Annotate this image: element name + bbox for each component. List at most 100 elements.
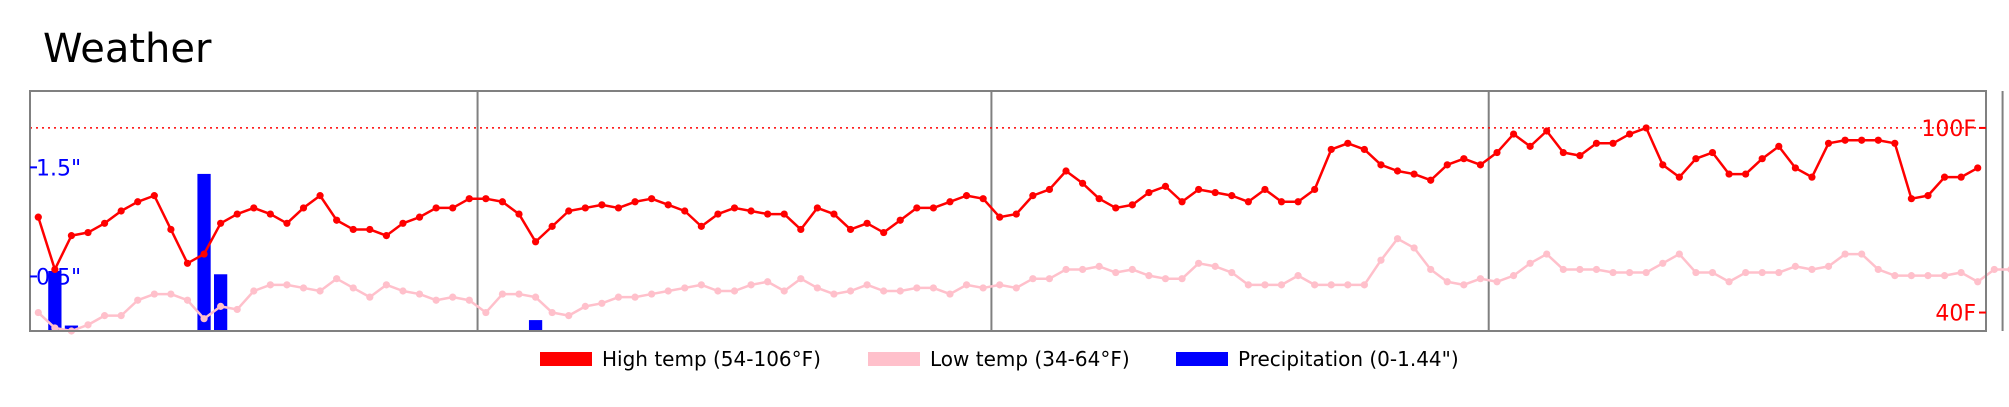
low-temp-point-8	[167, 290, 175, 298]
high-temp-point-23	[415, 213, 424, 221]
high-temp-point-9	[183, 259, 192, 267]
high-temp-point-3	[84, 228, 92, 237]
low-temp-point-20	[366, 293, 374, 301]
low-temp-point-60	[1029, 275, 1037, 283]
high-temp-point-10	[200, 250, 208, 258]
low-temp-point-27	[482, 308, 490, 317]
high-temp-point-92	[1559, 148, 1567, 157]
low-temp-point-67	[1145, 272, 1153, 280]
high-temp-point-104	[1758, 155, 1766, 163]
low-temp-point-101	[1708, 268, 1717, 277]
low-temp-point-44	[764, 278, 772, 286]
low-temp-point-19	[349, 284, 357, 292]
high-temp-point-63	[1078, 179, 1087, 187]
low-temp-point-63	[1078, 265, 1087, 274]
low-temp-point-16	[299, 284, 308, 292]
low-temp-point-3	[84, 321, 92, 329]
high-temp-point-96	[1626, 130, 1634, 138]
low-temp-point-104	[1758, 268, 1766, 277]
low-temp-point-29	[515, 290, 523, 298]
high-temp-point-41	[714, 210, 722, 218]
low-temp-point-42	[730, 287, 739, 295]
low-temp-point-74	[1261, 281, 1269, 289]
high-temp-point-69	[1178, 198, 1186, 206]
high-temp-line	[37, 126, 1979, 271]
low-temp-point-114	[1924, 272, 1932, 280]
high-temp-point-48	[830, 210, 838, 218]
high-temp-point-37	[648, 195, 656, 203]
high-temp-point-39	[681, 207, 689, 215]
high-temp-point-28	[498, 198, 507, 206]
high-temp-point-83	[1410, 170, 1418, 178]
low-temp-point-96	[1626, 268, 1634, 277]
low-temp-point-98	[1659, 259, 1667, 267]
low-temp-point-103	[1742, 268, 1750, 277]
low-temp-point-89	[1509, 272, 1518, 280]
low-temp-point-15	[283, 281, 291, 289]
high-temp-point-62	[1062, 167, 1070, 175]
low-temp-point-82	[1393, 235, 1402, 243]
low-temp-point-7	[150, 290, 158, 298]
low-temp-point-62	[1062, 265, 1070, 274]
low-temp-point-75	[1277, 281, 1286, 289]
high-temp-point-85	[1443, 161, 1451, 169]
high-temp-point-14	[266, 210, 274, 218]
high-temp-point-111	[1874, 136, 1882, 144]
low-temp-point-39	[681, 284, 689, 292]
high-temp-point-105	[1775, 142, 1783, 150]
high-temp-point-61	[1045, 185, 1054, 194]
high-temp-point-66	[1128, 201, 1136, 209]
chart-title: Weather	[43, 26, 212, 72]
high-temp-point-20	[366, 225, 374, 234]
high-temp-point-2	[67, 232, 76, 240]
high-temp-point-24	[432, 204, 440, 212]
low-temp-point-25	[449, 293, 457, 301]
low-temp-point-109	[1841, 250, 1849, 258]
low-temp-point-11	[217, 302, 225, 310]
high-temp-point-112	[1891, 139, 1899, 147]
high-temp-point-16	[299, 204, 308, 212]
high-temp-point-12	[233, 210, 241, 218]
low-temp-point-83	[1410, 244, 1418, 252]
legend-swatch-low	[868, 352, 920, 366]
high-temp-point-71	[1211, 188, 1219, 197]
high-temp-point-25	[449, 204, 457, 212]
high-temp-point-65	[1112, 204, 1120, 212]
low-temp-point-34	[598, 299, 606, 307]
low-temp-point-58	[996, 281, 1004, 289]
low-temp-point-35	[614, 293, 623, 301]
low-temp-point-64	[1095, 262, 1103, 270]
low-temp-point-78	[1327, 281, 1335, 289]
high-temp-point-6	[134, 198, 142, 206]
low-temp-point-56	[962, 281, 971, 289]
low-temp-point-94	[1592, 265, 1601, 274]
high-temp-point-113	[1907, 195, 1916, 203]
precip-tick-label-1: 0.5"	[36, 265, 81, 290]
high-temp-point-116	[1957, 173, 1965, 181]
high-temp-point-15	[283, 219, 291, 227]
low-temp-point-111	[1874, 265, 1882, 274]
high-temp-point-55	[946, 198, 954, 206]
low-temp-point-97	[1642, 268, 1650, 277]
high-temp-point-56	[962, 192, 971, 200]
high-temp-point-107	[1808, 173, 1816, 181]
high-temp-point-32	[565, 207, 573, 215]
high-temp-point-103	[1742, 170, 1750, 178]
high-temp-point-5	[117, 207, 125, 215]
high-temp-point-76	[1294, 198, 1302, 206]
high-temp-point-27	[482, 195, 490, 203]
high-temp-point-81	[1377, 161, 1385, 169]
high-temp-point-102	[1725, 170, 1733, 178]
low-temp-point-23	[415, 290, 424, 298]
low-temp-point-108	[1824, 262, 1833, 270]
high-temp-point-47	[813, 204, 821, 212]
high-temp-point-75	[1277, 198, 1286, 206]
low-temp-point-30	[531, 293, 540, 301]
precip-bar-11	[213, 274, 228, 331]
high-temp-point-18	[333, 216, 341, 224]
high-temp-point-117	[1974, 164, 1982, 172]
low-temp-point-102	[1725, 278, 1733, 286]
high-temp-point-30	[531, 238, 540, 246]
low-temp-point-48	[830, 290, 838, 298]
high-temp-point-46	[797, 225, 805, 234]
